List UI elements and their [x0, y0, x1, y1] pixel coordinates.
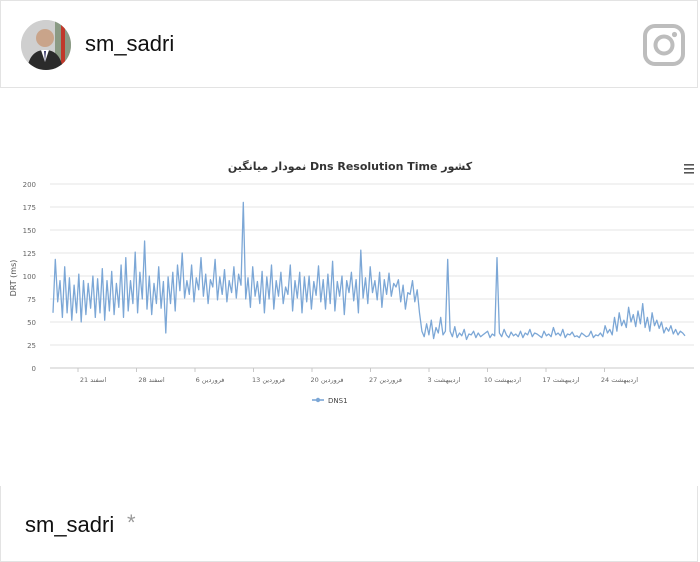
legend-item-dns1: DNS1	[328, 397, 348, 405]
y-tick-label: 175	[23, 204, 36, 212]
x-tick-label: فروردین 6	[196, 376, 225, 384]
y-tick-label: 50	[27, 319, 36, 327]
y-tick-label: 125	[23, 250, 36, 258]
chart-title: نمودار میانگین Dns Resolution Time کشور	[228, 160, 473, 173]
line-chart: نمودار میانگین Dns Resolution Time کشور …	[0, 140, 700, 430]
y-tick-label: 100	[23, 273, 36, 281]
x-tick-label: فروردین 27	[369, 376, 402, 384]
x-tick-label: اسفند 21	[80, 376, 106, 384]
instagram-icon[interactable]	[643, 24, 685, 66]
post-header: sm_sadri	[0, 0, 698, 88]
caption-marker: *	[127, 510, 136, 535]
caption-username[interactable]: sm_sadri	[25, 512, 115, 537]
y-tick-label: 150	[23, 227, 36, 235]
y-tick-label: 75	[27, 296, 36, 304]
hamburger-menu-icon[interactable]	[684, 164, 694, 174]
chart-legend[interactable]: DNS1	[312, 397, 348, 405]
y-tick-label: 25	[27, 342, 36, 350]
series-line-dns1	[52, 201, 686, 341]
avatar-person-icon	[21, 20, 71, 70]
chart: نمودار میانگین Dns Resolution Time کشور …	[0, 140, 700, 430]
x-tick-label: فروردین 20	[311, 376, 344, 384]
x-tick-label: اردیبهشت 10	[484, 376, 521, 384]
y-tick-label: 0	[32, 365, 36, 373]
x-tick-label: اسفند 28	[138, 376, 164, 384]
y-axis-label: DRT (ms)	[9, 260, 18, 297]
header-username[interactable]: sm_sadri	[85, 31, 175, 56]
y-tick-label: 200	[23, 181, 36, 189]
post-caption: sm_sadri *	[0, 486, 698, 562]
x-tick-label: اردیبهشت 24	[601, 376, 638, 384]
x-tick-label: فروردین 13	[252, 376, 285, 384]
x-tick-label: اردیبهشت 3	[428, 376, 461, 384]
legend-marker	[315, 397, 321, 403]
avatar[interactable]	[21, 20, 71, 70]
x-tick-label: اردیبهشت 17	[542, 376, 579, 384]
